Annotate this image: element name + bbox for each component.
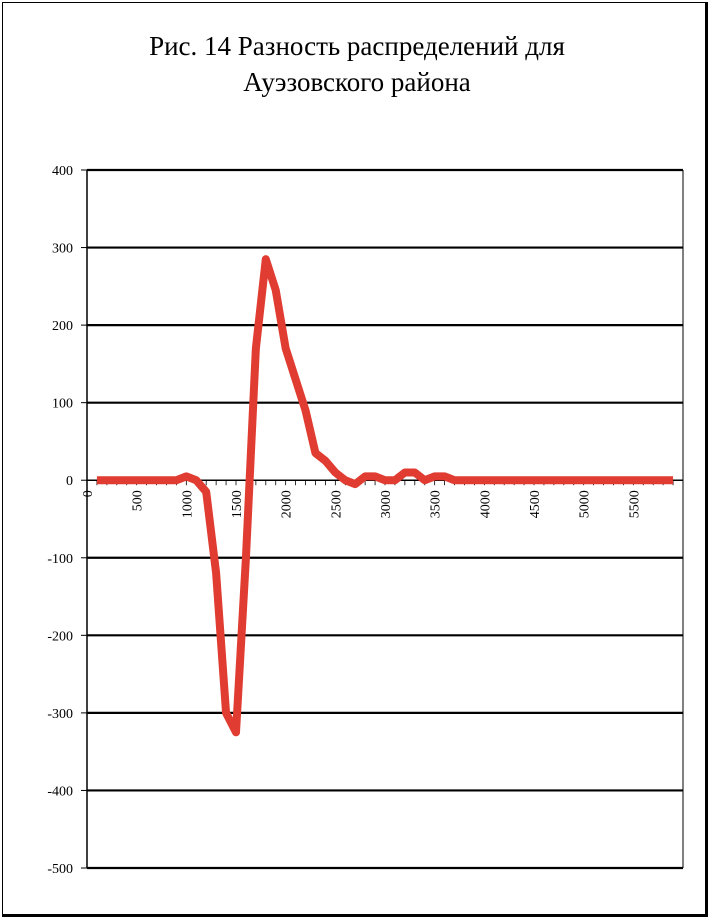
x-tick-label: 4000 [478,490,493,518]
x-tick-label: 500 [131,490,146,511]
chart-title-line-1: Рис. 14 Разность распределений для [149,31,565,61]
y-tick-label: -400 [47,784,73,799]
y-tick-label: 300 [52,242,73,257]
y-tick-label: -200 [47,629,73,644]
x-tick-label: 5000 [578,490,593,518]
x-tick-label: 1000 [180,490,195,518]
chart-title-line-2: Ауэзовского района [243,67,471,97]
x-tick-label: 3500 [429,490,444,518]
x-tick-label-zero: 0 [81,490,96,497]
series-layer [96,255,674,737]
y-tick-label: -300 [47,707,73,722]
y-tick-label: 200 [52,319,73,334]
x-tick-label: 2000 [280,490,295,518]
x-tick-label: 3000 [379,490,394,518]
y-tick-label: 400 [52,164,73,179]
x-tick-label: 2500 [329,490,344,518]
gridlines [87,168,684,870]
y-tick-label: -500 [47,862,73,877]
x-tick-label: 4500 [528,490,543,518]
y-tick-label: 100 [52,397,73,412]
y-tick-label: 0 [66,474,73,489]
x-tick-label: 5500 [627,490,642,518]
x-tick-label: 1500 [230,490,245,518]
y-tick-label: -100 [47,552,73,567]
